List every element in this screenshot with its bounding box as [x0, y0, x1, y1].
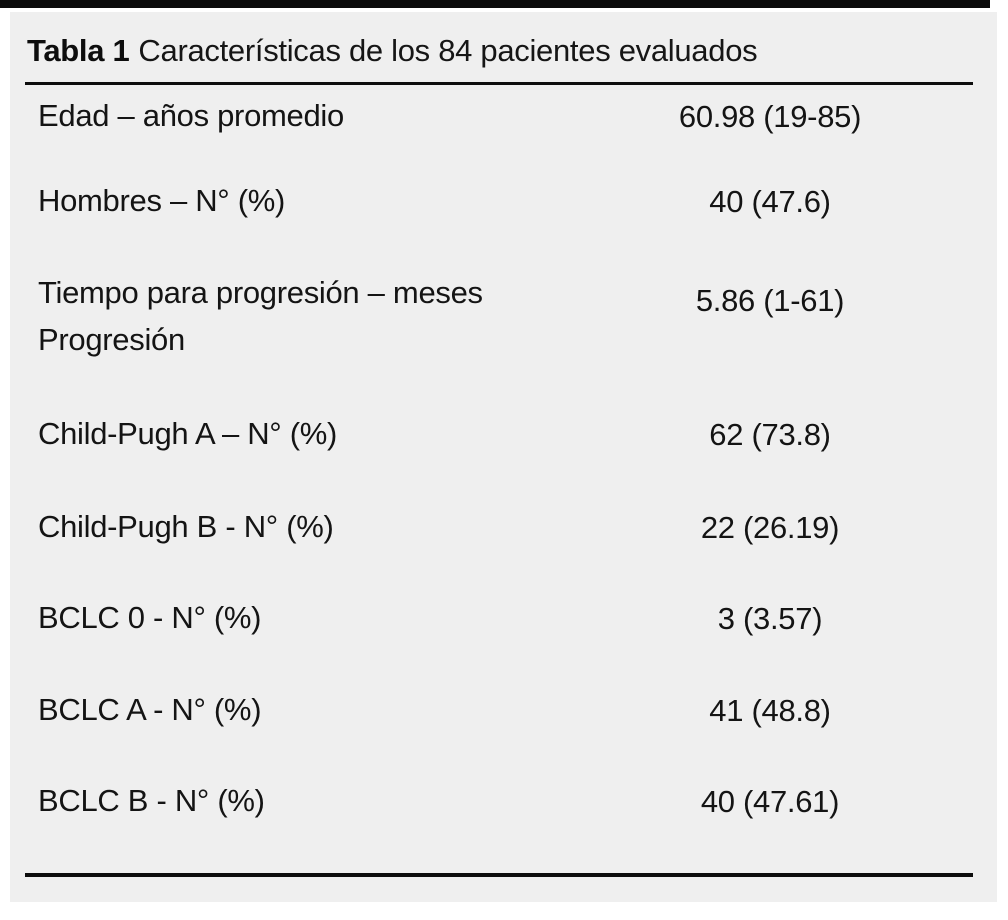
table-panel: Tabla 1 Características de los 84 pacient…: [10, 12, 997, 902]
row-value: 3 (3.57): [717, 601, 823, 636]
row-value: 5.86 (1-61): [695, 283, 845, 318]
row-label-line1: Tiempo para progresión – meses: [38, 275, 483, 310]
header-rule: [25, 82, 973, 85]
row-label: BCLC 0 - N° (%): [38, 594, 262, 641]
row-label: Child-Pugh A – N° (%): [38, 410, 337, 457]
row-value: 62 (73.8): [709, 417, 831, 452]
table-caption: Características de los 84 pacientes eval…: [138, 33, 758, 68]
row-label-text: Hombres – N° (%): [38, 183, 286, 218]
footer-rule: [25, 873, 973, 877]
row-value: 41 (48.8): [709, 693, 831, 728]
table-number-label: Tabla 1: [27, 33, 130, 68]
row-label-text: Child-Pugh A – N° (%): [38, 416, 338, 451]
row-label-text: BCLC B - N° (%): [38, 783, 265, 818]
row-label: BCLC A - N° (%): [38, 686, 262, 733]
row-label: Hombres – N° (%): [38, 177, 285, 224]
row-label: Tiempo para progresión – meses Progresión: [38, 269, 483, 363]
row-value: 60.98 (19-85): [678, 99, 862, 134]
row-label: BCLC B - N° (%): [38, 777, 265, 824]
row-label-line2: Progresión: [38, 322, 185, 357]
row-label-text: BCLC A - N° (%): [38, 692, 262, 727]
table-title: Tabla 1 Características de los 84 pacient…: [27, 33, 758, 69]
row-label-text: BCLC 0 - N° (%): [38, 600, 262, 635]
row-value: 22 (26.19): [700, 510, 840, 545]
row-label-text: Edad – años promedio: [38, 98, 344, 133]
scan-edge-bar: [0, 0, 990, 8]
row-label: Child-Pugh B - N° (%): [38, 503, 334, 550]
row-label: Edad – años promedio: [38, 92, 344, 139]
row-value: 40 (47.6): [709, 184, 831, 219]
row-label-text: Child-Pugh B - N° (%): [38, 509, 334, 544]
row-value: 40 (47.61): [700, 784, 840, 819]
